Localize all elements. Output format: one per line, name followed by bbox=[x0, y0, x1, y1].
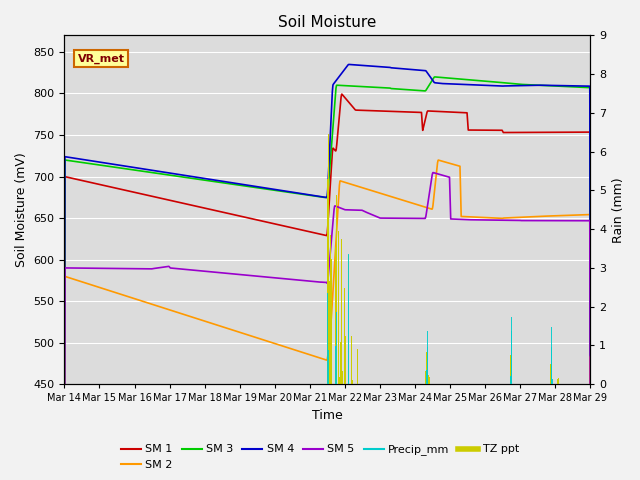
Text: VR_met: VR_met bbox=[77, 53, 125, 64]
X-axis label: Time: Time bbox=[312, 409, 343, 422]
Y-axis label: Soil Moisture (mV): Soil Moisture (mV) bbox=[15, 153, 28, 267]
Y-axis label: Rain (mm): Rain (mm) bbox=[612, 177, 625, 242]
Title: Soil Moisture: Soil Moisture bbox=[278, 15, 376, 30]
Legend: SM 1, SM 2, SM 3, SM 4, SM 5, Precip_mm, TZ ppt: SM 1, SM 2, SM 3, SM 4, SM 5, Precip_mm,… bbox=[116, 440, 524, 474]
